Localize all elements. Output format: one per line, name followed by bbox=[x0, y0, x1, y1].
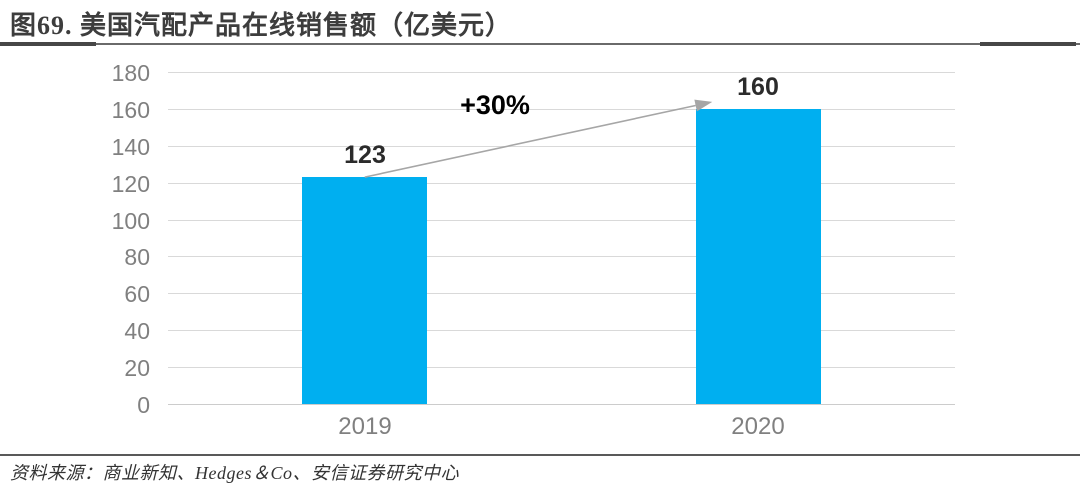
growth-annotation: +30% bbox=[460, 90, 530, 120]
footer-rule bbox=[0, 454, 1080, 456]
y-tick-label: 140 bbox=[111, 134, 150, 160]
y-tick-label: 20 bbox=[124, 355, 150, 381]
y-tick-label: 60 bbox=[124, 281, 150, 307]
title-rule-left-cap bbox=[0, 42, 96, 46]
gridline bbox=[168, 72, 955, 73]
figure-title: 图69. 美国汽配产品在线销售额（亿美元） bbox=[10, 11, 513, 40]
gridline bbox=[168, 330, 955, 331]
title-rule bbox=[0, 42, 1080, 46]
x-axis-label-2020: 2020 bbox=[731, 413, 785, 440]
bar-2019 bbox=[302, 177, 427, 404]
gridline bbox=[168, 256, 955, 257]
y-tick-label: 80 bbox=[124, 244, 150, 270]
gridline bbox=[168, 220, 955, 221]
gridline bbox=[168, 404, 955, 405]
y-tick-label: 100 bbox=[111, 208, 150, 234]
gridline bbox=[168, 183, 955, 184]
gridline bbox=[168, 146, 955, 147]
y-tick-label: 160 bbox=[111, 97, 150, 123]
y-tick-label: 40 bbox=[124, 318, 150, 344]
bar-value-label: 160 bbox=[737, 73, 779, 101]
bar-value-label: 123 bbox=[344, 141, 386, 169]
source-note: 资料来源：商业新知、Hedges＆Co、安信证券研究中心 bbox=[10, 463, 459, 483]
gridline bbox=[168, 367, 955, 368]
gridline bbox=[168, 293, 955, 294]
title-rule-right-cap bbox=[980, 42, 1076, 46]
y-tick-label: 0 bbox=[137, 392, 150, 418]
bar-2020 bbox=[696, 109, 821, 404]
y-tick-label: 180 bbox=[111, 60, 150, 86]
x-axis-label-2019: 2019 bbox=[338, 413, 392, 440]
y-tick-label: 120 bbox=[111, 171, 150, 197]
